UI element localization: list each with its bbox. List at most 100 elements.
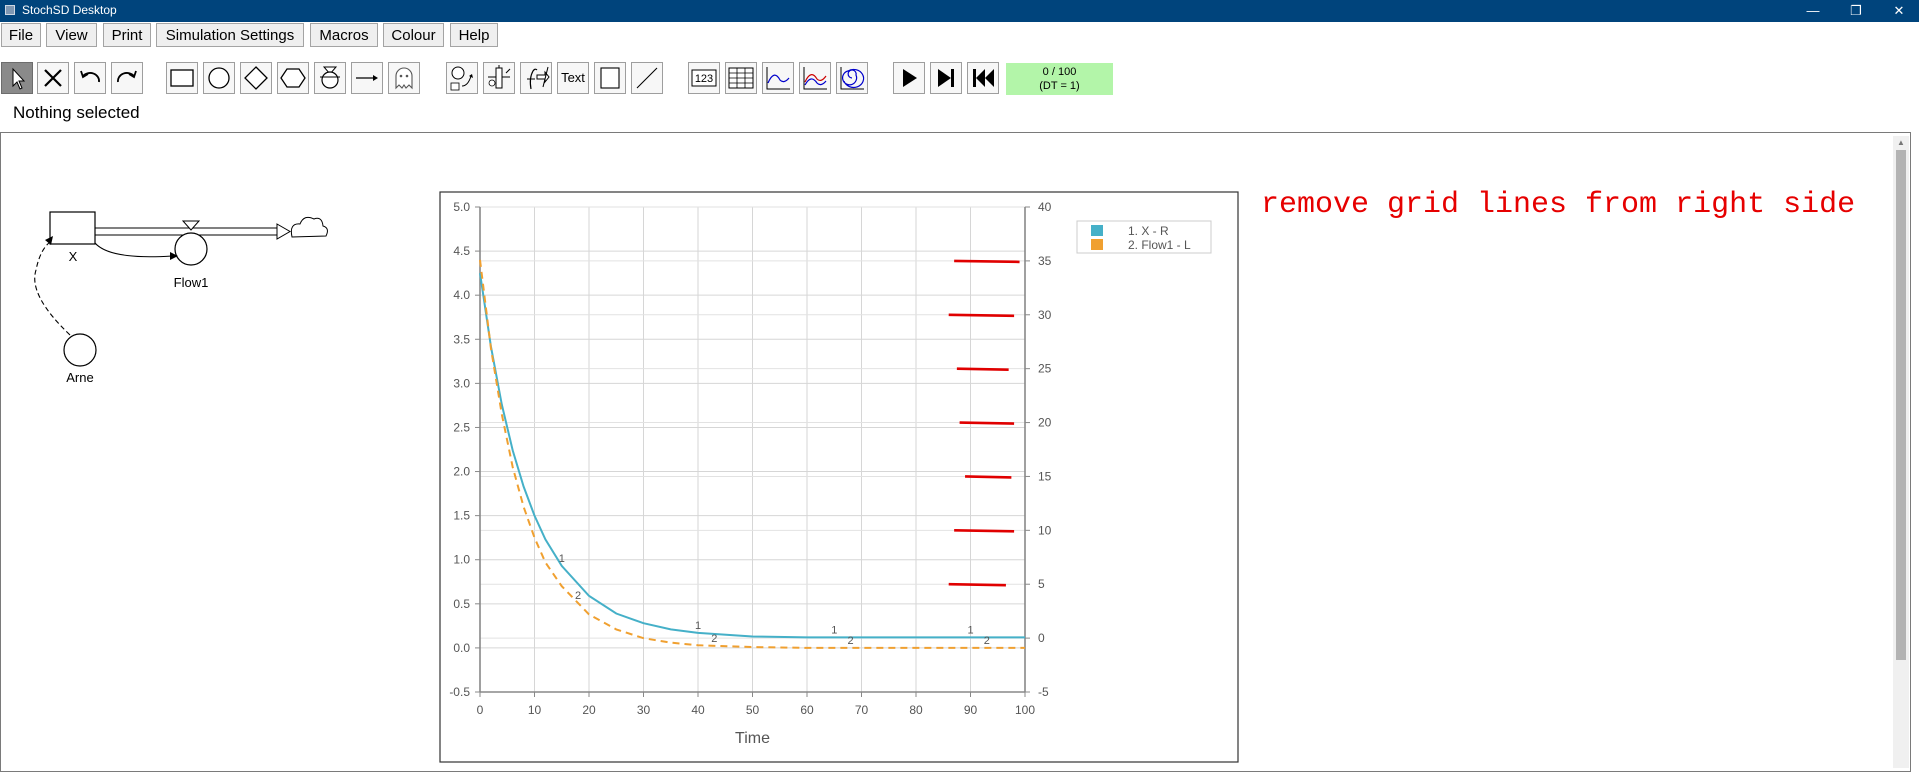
menu-file[interactable]: File — [1, 23, 41, 47]
menu-macros[interactable]: Macros — [310, 23, 378, 47]
x-tick-label: 100 — [1015, 703, 1035, 717]
model-diagram: X Flow1 Arne — [34, 211, 328, 385]
square-icon — [600, 67, 620, 89]
step-button[interactable] — [930, 62, 962, 94]
link-x-flow1[interactable] — [94, 242, 173, 258]
menu-print[interactable]: Print — [103, 23, 151, 47]
frame-tool[interactable] — [594, 62, 626, 94]
table-tool[interactable] — [725, 62, 757, 94]
xy-plot-tool[interactable] — [836, 62, 868, 94]
time-plot-tool[interactable] — [762, 62, 794, 94]
delete-tool[interactable] — [37, 62, 69, 94]
vertical-scrollbar[interactable]: ▲ — [1893, 136, 1909, 768]
curve-marker-label: 1 — [831, 624, 837, 636]
menu-simulation-settings[interactable]: Simulation Settings — [156, 23, 304, 47]
compare-plot-tool[interactable] — [799, 62, 831, 94]
minimize-button[interactable]: — — [1806, 3, 1820, 18]
menu-view[interactable]: View — [46, 23, 97, 47]
menu-colour[interactable]: Colour — [383, 23, 444, 47]
function-arrow-icon — [527, 66, 550, 90]
y-right-tick-label: 10 — [1038, 523, 1052, 537]
undo-icon — [80, 70, 100, 83]
run-button[interactable] — [893, 62, 925, 94]
flow-flow1[interactable] — [174, 232, 208, 266]
curve-marker-label: 2 — [984, 635, 990, 647]
red-annotation-mark — [948, 582, 1006, 587]
x-tick-label: 40 — [691, 703, 705, 717]
red-annotation-mark — [954, 259, 1020, 264]
link-tool[interactable] — [351, 62, 383, 94]
stock-x[interactable] — [49, 211, 96, 245]
flow-label: Flow1 — [174, 275, 209, 290]
red-annotation-mark — [948, 313, 1015, 318]
selection-status: Nothing selected — [13, 103, 140, 122]
window-title: StochSD Desktop — [22, 3, 117, 17]
x-tick-label: 70 — [855, 703, 869, 717]
y-right-tick-label: 5 — [1038, 577, 1045, 591]
parameter-tool[interactable] — [240, 62, 272, 94]
red-annotation-mark — [965, 475, 1012, 479]
pointer-tool[interactable] — [1, 62, 33, 94]
constant-tool[interactable] — [277, 62, 309, 94]
number-display-tool[interactable]: 123 — [688, 62, 720, 94]
restore-button[interactable]: ❐ — [1850, 3, 1862, 18]
scroll-up-icon[interactable]: ▲ — [1897, 138, 1905, 147]
function-tool[interactable] — [520, 62, 552, 94]
y-left-tick-label: 4.0 — [453, 288, 470, 302]
line-tool[interactable] — [631, 62, 663, 94]
menu-bar: File View Print Simulation Settings Macr… — [0, 22, 1919, 49]
legend-entry-2: 2. Flow1 - L — [1128, 238, 1191, 252]
time-plot[interactable] — [439, 191, 1239, 763]
y-right-tick-label: 30 — [1038, 308, 1052, 322]
link-arrowhead — [170, 252, 178, 260]
cursor-icon — [12, 67, 26, 90]
series-line-2 — [479, 259, 1025, 649]
chart: 0 10 20 30 40 50 60 70 80 90 1005.04.54.03.53.02.5… — [449, 200, 1051, 747]
curve-marker-label: 2 — [711, 633, 717, 645]
redo-icon — [117, 70, 137, 83]
play-icon — [903, 69, 917, 87]
curve-marker-label: 2 — [575, 590, 581, 602]
auxiliary-tool[interactable] — [203, 62, 235, 94]
x-axis-label: Time — [735, 730, 770, 747]
circle-icon — [208, 67, 230, 89]
number-box-icon: 123 — [691, 69, 717, 87]
red-annotation-mark — [956, 367, 1009, 371]
x-tick-label: 20 — [582, 703, 596, 717]
y-left-tick-label: 4.5 — [453, 244, 470, 258]
curve-marker-label: 2 — [848, 635, 854, 647]
progress-dt: (DT = 1) — [1039, 80, 1080, 92]
close-button[interactable]: ✕ — [1893, 3, 1905, 18]
ghost-tool[interactable] — [388, 62, 420, 94]
y-left-tick-label: 2.5 — [453, 420, 470, 434]
redo-button[interactable] — [111, 62, 143, 94]
x-tick-label: 60 — [800, 703, 814, 717]
scroll-thumb[interactable] — [1896, 150, 1906, 660]
link-arne-x[interactable] — [34, 241, 71, 336]
diamond-icon — [244, 66, 268, 90]
stochastic-tool[interactable] — [446, 62, 478, 94]
y-left-tick-label: 3.0 — [453, 376, 470, 390]
y-right-tick-label: 15 — [1038, 469, 1052, 483]
flow-arrowhead — [276, 223, 292, 240]
text-tool[interactable]: Text — [557, 62, 589, 94]
auxiliary-arne[interactable] — [63, 333, 97, 367]
cross-icon — [44, 69, 62, 87]
red-annotation-mark — [954, 529, 1015, 533]
line-plot-icon — [766, 67, 790, 90]
auxiliary-label: Arne — [66, 370, 93, 385]
y-left-tick-label: -0.5 — [449, 685, 470, 699]
stock-tool[interactable] — [166, 62, 198, 94]
menu-help[interactable]: Help — [450, 23, 498, 47]
x-tick-label: 0 — [477, 703, 484, 717]
line-icon — [636, 67, 658, 89]
flow-tool[interactable] — [314, 62, 346, 94]
undo-button[interactable] — [74, 62, 106, 94]
numberbox-tool[interactable] — [483, 62, 515, 94]
x-tick-label: 80 — [909, 703, 923, 717]
stock-label: X — [69, 249, 78, 264]
valve-icon — [320, 66, 340, 89]
legend-swatch-1 — [1091, 225, 1103, 236]
reset-button[interactable] — [967, 62, 999, 94]
